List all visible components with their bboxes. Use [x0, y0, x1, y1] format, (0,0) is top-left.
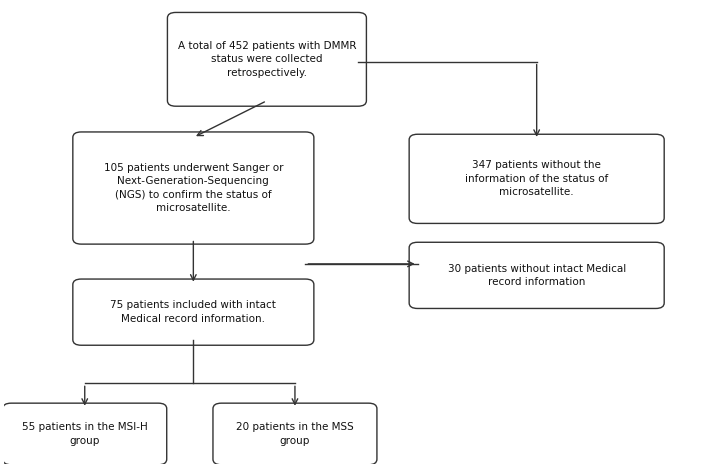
Text: 20 patients in the MSS
group: 20 patients in the MSS group	[236, 422, 354, 446]
FancyBboxPatch shape	[409, 134, 664, 223]
Text: 347 patients without the
information of the status of
microsatellite.: 347 patients without the information of …	[465, 160, 608, 197]
FancyBboxPatch shape	[409, 242, 664, 308]
Text: A total of 452 patients with DMMR
status were collected
retrospectively.: A total of 452 patients with DMMR status…	[178, 41, 356, 78]
FancyBboxPatch shape	[73, 132, 314, 244]
FancyBboxPatch shape	[213, 403, 377, 465]
Text: 55 patients in the MSI-H
group: 55 patients in the MSI-H group	[22, 422, 147, 446]
Text: 105 patients underwent Sanger or
Next-Generation-Sequencing
(NGS) to confirm the: 105 patients underwent Sanger or Next-Ge…	[104, 163, 283, 213]
FancyBboxPatch shape	[167, 13, 367, 106]
FancyBboxPatch shape	[3, 403, 167, 465]
FancyBboxPatch shape	[73, 279, 314, 345]
Text: 30 patients without intact Medical
record information: 30 patients without intact Medical recor…	[447, 263, 626, 287]
Text: 75 patients included with intact
Medical record information.: 75 patients included with intact Medical…	[111, 300, 277, 324]
